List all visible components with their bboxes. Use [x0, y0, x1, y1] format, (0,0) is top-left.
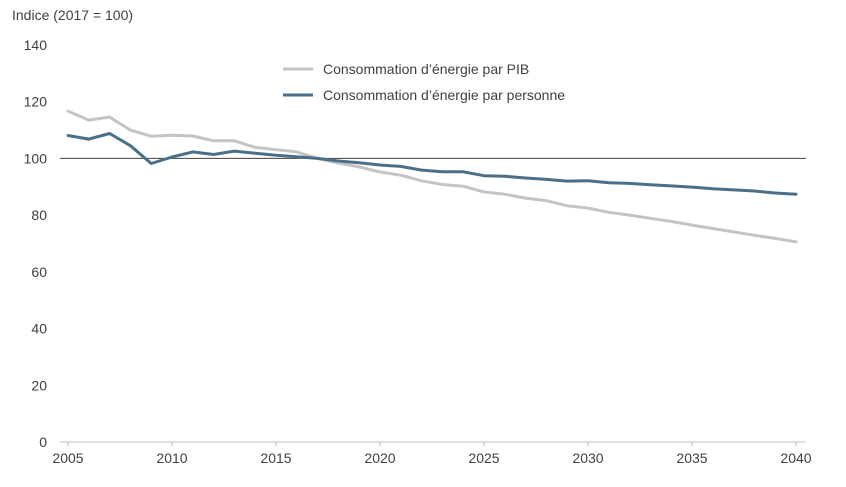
series-line-gdp: [66, 109, 798, 244]
x-tick-label: 2035: [676, 450, 707, 466]
x-tick-label: 2040: [780, 450, 811, 466]
x-tick-label: 2010: [156, 450, 187, 466]
x-tick-label: 2015: [260, 450, 291, 466]
x-axis-ticks: 2005 2010 2015 2020 2025 2030 2035 2040: [52, 442, 812, 466]
y-tick-label: 100: [24, 150, 48, 166]
x-tick-label: 2025: [468, 450, 499, 466]
y-tick-label: 80: [31, 207, 47, 223]
legend-label-gdp: Consommation d’énergie par PIB: [323, 61, 529, 77]
series-lines: [66, 109, 798, 244]
series-line-per-person: [66, 132, 798, 196]
x-tick-label: 2020: [364, 450, 395, 466]
y-tick-label: 20: [31, 377, 47, 393]
y-tick-label: 140: [24, 37, 48, 53]
y-tick-label: 60: [31, 264, 47, 280]
y-axis-ticks: 0 20 40 60 80 100 120 140: [24, 37, 48, 450]
y-tick-label: 40: [31, 321, 47, 337]
legend: Consommation d’énergie par PIB Consommat…: [283, 61, 565, 103]
x-tick-label: 2030: [572, 450, 603, 466]
legend-label-per-person: Consommation d’énergie par personne: [323, 87, 565, 103]
y-tick-label: 0: [39, 434, 47, 450]
y-tick-label: 120: [24, 94, 48, 110]
y-axis-title: Indice (2017 = 100): [12, 7, 133, 23]
x-tick-label: 2005: [52, 450, 83, 466]
